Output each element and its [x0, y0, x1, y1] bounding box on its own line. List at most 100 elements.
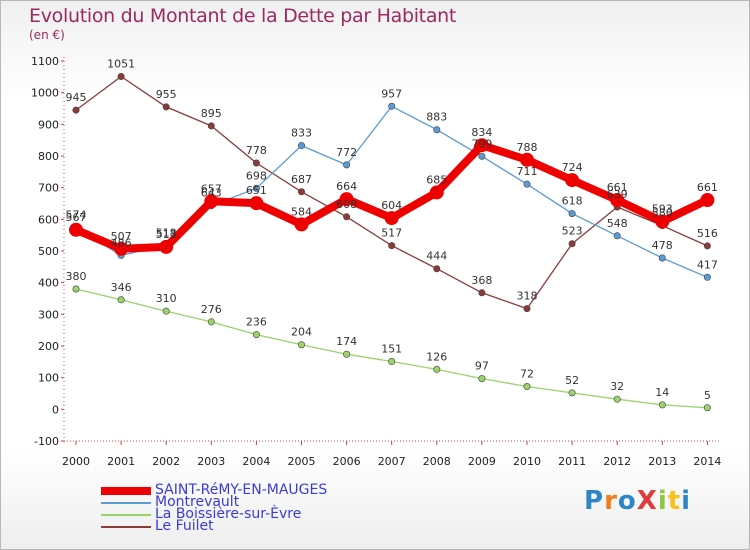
y-tick-label: 200	[38, 340, 59, 353]
data-label: 1051	[107, 58, 135, 71]
data-label: 523	[562, 225, 583, 238]
data-point	[433, 265, 441, 273]
logo-letter: X	[636, 486, 658, 516]
data-point	[433, 365, 441, 373]
data-label: 643	[201, 187, 222, 200]
data-point	[568, 389, 576, 397]
y-tick-label: -100	[34, 435, 59, 448]
data-label: 833	[291, 127, 312, 140]
data-point	[568, 240, 576, 248]
data-label: 711	[517, 165, 538, 178]
data-label: 236	[246, 316, 267, 329]
x-tick-label: 2012	[603, 455, 631, 468]
data-point	[297, 341, 305, 349]
data-label: 548	[607, 217, 628, 230]
data-point	[207, 318, 215, 326]
x-tick-label: 2000	[62, 455, 90, 468]
data-point	[162, 103, 170, 111]
data-point	[204, 194, 219, 209]
data-label: 126	[426, 350, 447, 363]
data-point	[297, 142, 305, 150]
data-label: 834	[471, 126, 492, 139]
x-tick-label: 2005	[288, 455, 316, 468]
data-label: 788	[517, 141, 538, 154]
data-point	[429, 185, 444, 200]
data-point	[388, 102, 396, 110]
x-tick-label: 2002	[152, 455, 180, 468]
y-tick-label: 100	[38, 372, 59, 385]
y-tick-label: 400	[38, 277, 59, 290]
data-label: 174	[336, 335, 357, 348]
data-point	[252, 184, 260, 192]
data-label: 593	[652, 203, 673, 216]
data-point	[658, 254, 666, 262]
data-point	[72, 285, 80, 293]
data-label: 52	[565, 374, 579, 387]
data-point	[388, 242, 396, 250]
data-point	[388, 358, 396, 366]
data-label: 661	[607, 181, 628, 194]
x-tick-label: 2001	[107, 455, 135, 468]
data-point	[249, 196, 264, 211]
data-label: 584	[291, 205, 312, 218]
data-point	[613, 395, 621, 403]
data-label: 478	[652, 239, 673, 252]
data-label: 639	[607, 188, 628, 201]
x-tick-label: 2010	[513, 455, 541, 468]
data-point	[117, 73, 125, 81]
data-point	[703, 242, 711, 250]
data-point	[162, 307, 170, 315]
data-label: 651	[246, 184, 267, 197]
data-label: 657	[201, 182, 222, 195]
data-label: 310	[156, 292, 177, 305]
data-point	[565, 173, 580, 188]
data-label: 346	[111, 281, 132, 294]
legend-swatch-le-fuilet	[101, 526, 151, 528]
legend-item-le-fuilet: Le Fuilet	[101, 519, 401, 533]
data-label: 580	[652, 207, 673, 220]
logo-letter: t	[667, 486, 682, 516]
data-point	[339, 192, 354, 207]
legend-swatch-saint-remy	[101, 487, 151, 495]
y-tick-label: 0	[52, 403, 59, 416]
legend-label-montrevault: Montrevault	[155, 494, 240, 510]
logo-letter: o	[617, 486, 637, 516]
data-point	[610, 193, 625, 208]
data-point	[523, 180, 531, 188]
data-point	[252, 331, 260, 339]
data-point	[343, 161, 351, 169]
legend-swatch-la-boissiere	[101, 514, 151, 516]
data-label: 778	[246, 144, 267, 157]
data-label: 957	[381, 87, 402, 100]
data-label: 417	[697, 258, 718, 271]
data-point	[655, 214, 670, 229]
data-label: 368	[471, 274, 492, 287]
data-point	[658, 401, 666, 409]
data-point	[69, 222, 83, 237]
y-tick-label: 300	[38, 308, 59, 321]
data-label: 97	[475, 360, 489, 373]
x-tick-label: 2014	[693, 455, 721, 468]
data-label: 604	[381, 199, 402, 212]
data-label: 883	[426, 111, 447, 124]
data-label: 567	[66, 211, 87, 224]
data-label: 14	[655, 386, 669, 399]
data-label: 318	[517, 290, 538, 303]
data-label: 276	[201, 303, 222, 316]
data-point	[568, 210, 576, 218]
data-label: 955	[156, 88, 177, 101]
data-point	[159, 239, 174, 254]
data-point	[384, 211, 399, 226]
y-tick-label: 1100	[31, 55, 59, 68]
chart-unit: (en €)	[29, 28, 65, 42]
data-label: 664	[336, 180, 357, 193]
legend-label-la-boissiere: La Boissière-sur-Èvre	[155, 506, 302, 522]
data-label: 685	[426, 173, 447, 186]
logo-letter: P	[584, 486, 605, 516]
data-point	[523, 305, 531, 313]
data-point	[294, 217, 309, 232]
data-point	[520, 152, 534, 167]
data-label: 5	[704, 389, 711, 402]
